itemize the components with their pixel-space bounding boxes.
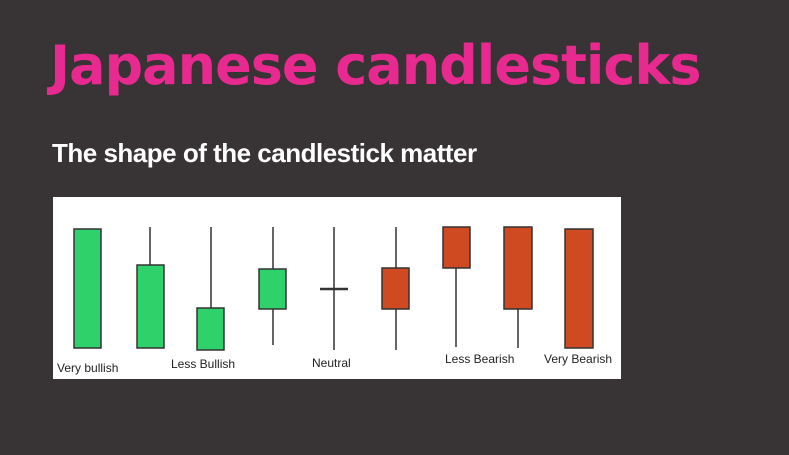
label-less-bullish: Less Bullish bbox=[171, 357, 235, 371]
label-very-bullish: Very bullish bbox=[57, 361, 118, 375]
label-very-bearish: Very Bearish bbox=[544, 352, 612, 366]
candle-bullish-4 bbox=[258, 268, 287, 310]
candle-bearish-1 bbox=[381, 267, 410, 310]
candle-bearish-3 bbox=[503, 226, 533, 310]
candle-less-bearish bbox=[442, 226, 471, 269]
candle-less-bullish bbox=[196, 307, 225, 351]
slide-subtitle: The shape of the candlestick matter bbox=[52, 138, 477, 168]
candlestick-figure: Very bullish Less Bullish Neutral Less B… bbox=[53, 197, 621, 379]
candle-bullish-2 bbox=[136, 264, 165, 349]
candle-very-bearish bbox=[564, 228, 594, 349]
label-less-bearish: Less Bearish bbox=[445, 352, 514, 366]
candlestick-diagram: Very bullish Less Bullish Neutral Less B… bbox=[57, 226, 612, 375]
label-neutral: Neutral bbox=[312, 356, 351, 370]
slide-title: Japanese candlesticks bbox=[50, 34, 701, 97]
candle-very-bullish bbox=[73, 228, 102, 349]
